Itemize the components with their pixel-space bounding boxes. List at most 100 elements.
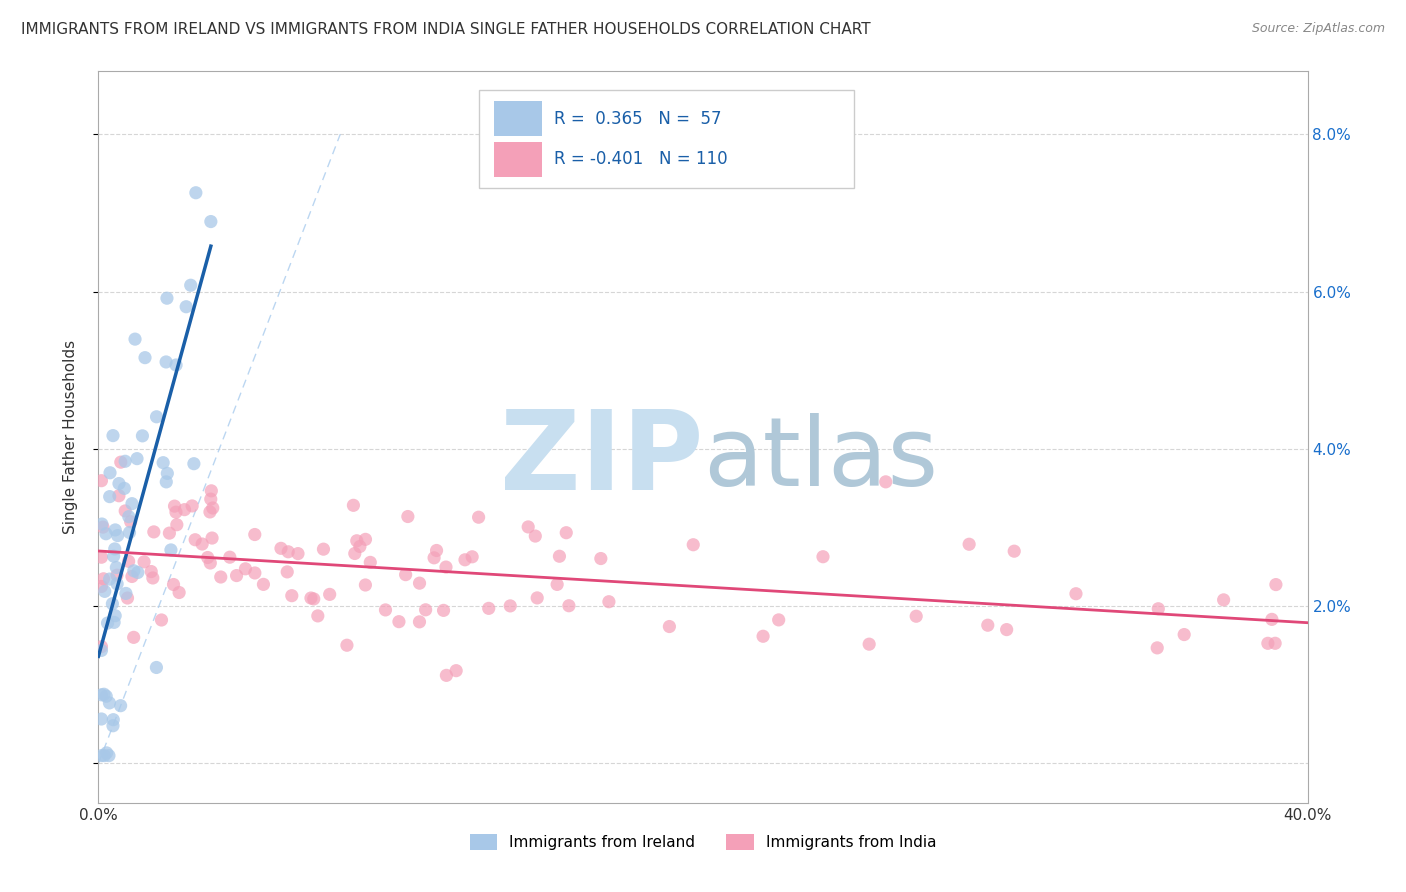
Point [191,537,214,551]
Point [90,748,112,763]
Y-axis label: Single Father Households: Single Father Households [63,340,77,534]
Point [120,515,142,529]
Point [499,599,522,613]
Point [156,467,179,481]
Point [110,455,132,469]
Point [270,541,292,556]
Point [354,578,377,592]
Point [434,560,457,574]
Point [995,623,1018,637]
Point [555,525,578,540]
Point [105,560,128,574]
Point [145,409,167,424]
Point [201,500,224,515]
Text: R = -0.401   N = 110: R = -0.401 N = 110 [554,150,728,168]
Point [134,351,156,365]
Point [114,504,136,518]
Point [336,638,359,652]
Point [122,564,145,578]
Legend: Immigrants from Ireland, Immigrants from India: Immigrants from Ireland, Immigrants from… [470,834,936,850]
Point [658,619,681,633]
Point [201,531,224,545]
Point [349,540,371,554]
Point [1146,640,1168,655]
Point [90,516,112,531]
Point [150,613,173,627]
Point [752,629,775,643]
Point [93,572,115,586]
Point [359,555,381,569]
FancyBboxPatch shape [479,90,855,188]
Point [105,577,128,591]
Point [121,497,143,511]
Point [1264,636,1286,650]
Point [682,538,704,552]
FancyBboxPatch shape [494,102,543,136]
Point [90,643,112,657]
Point [243,566,266,580]
Point [524,529,547,543]
Point [307,608,329,623]
Point [104,608,127,623]
Point [425,543,447,558]
Point [98,696,121,710]
Point [858,637,880,651]
Point [94,584,117,599]
Point [112,482,135,496]
Point [517,520,540,534]
Point [184,186,207,200]
Point [218,550,240,565]
Point [354,533,377,547]
Point [1212,592,1234,607]
Point [434,668,457,682]
Point [276,565,298,579]
Point [415,603,437,617]
Text: Source: ZipAtlas.com: Source: ZipAtlas.com [1251,22,1385,36]
Point [408,615,430,629]
Point [957,537,980,551]
Point [96,746,118,760]
Point [526,591,548,605]
Point [1064,587,1087,601]
Point [342,499,364,513]
Point [1173,627,1195,641]
Point [281,589,304,603]
Point [163,499,186,513]
Point [198,505,221,519]
Point [90,640,112,654]
Point [124,332,146,346]
Point [395,567,418,582]
Point [200,214,222,228]
Point [108,476,131,491]
Point [299,591,322,605]
Point [97,748,120,763]
Point [181,499,204,513]
Point [98,466,121,480]
Point [302,591,325,606]
Point [118,525,141,540]
Point [90,550,112,565]
Point [318,587,340,601]
Point [142,571,165,585]
Point [118,509,141,524]
Point [374,603,396,617]
Point [432,603,454,617]
Point [103,615,125,630]
Point [98,490,121,504]
Point [287,547,309,561]
Point [121,569,143,583]
Point [977,618,1000,632]
Point [152,456,174,470]
Point [197,550,219,565]
Point [118,554,141,568]
Point [444,664,467,678]
Point [589,551,612,566]
Point [115,586,138,600]
Point [122,631,145,645]
Point [91,520,114,534]
Point [156,291,179,305]
Point [105,568,128,582]
Point [108,489,131,503]
Point [423,550,446,565]
Point [103,549,125,563]
